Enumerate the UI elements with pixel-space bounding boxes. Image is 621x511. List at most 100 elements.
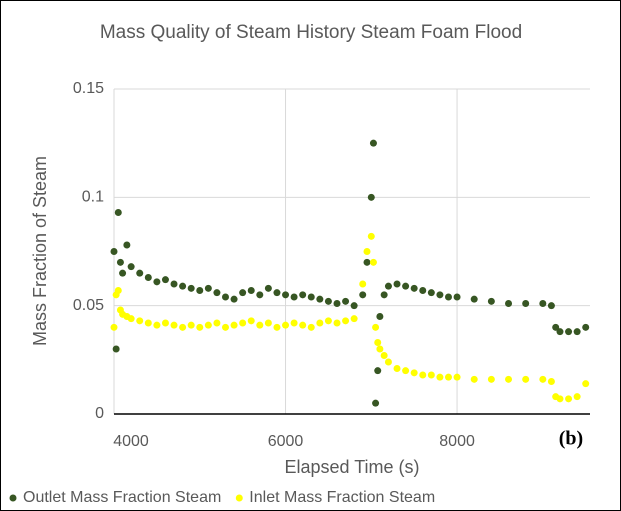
- point: [380, 352, 388, 359]
- point: [333, 300, 341, 307]
- point: [427, 371, 435, 379]
- point: [547, 378, 555, 385]
- point: [196, 287, 204, 294]
- point: [119, 269, 127, 277]
- point: [112, 345, 120, 353]
- point: [363, 258, 371, 266]
- point: [556, 395, 564, 403]
- legend-marker: [235, 494, 243, 502]
- point: [179, 323, 187, 331]
- legend-marker: [9, 494, 17, 502]
- point: [470, 295, 478, 303]
- point: [359, 291, 367, 299]
- point: [565, 328, 573, 336]
- point: [161, 276, 169, 284]
- point: [367, 232, 375, 240]
- series: [110, 139, 590, 407]
- point: [110, 248, 118, 255]
- point: [221, 323, 229, 331]
- point: [256, 321, 264, 329]
- point: [114, 209, 122, 216]
- point: [282, 321, 290, 329]
- point: [247, 287, 255, 294]
- point: [552, 323, 560, 331]
- point: [376, 345, 384, 353]
- point: [539, 375, 547, 383]
- point: [453, 293, 461, 301]
- point: [221, 293, 229, 301]
- point: [453, 373, 461, 381]
- point: [384, 358, 392, 366]
- point: [114, 287, 122, 294]
- y-tick-label: 0.1: [82, 189, 104, 206]
- x-axis-title: Elapsed Time (s): [284, 457, 419, 477]
- point: [324, 297, 332, 305]
- point: [380, 291, 388, 299]
- point: [556, 328, 564, 336]
- point: [369, 258, 377, 266]
- point: [374, 367, 382, 375]
- point: [427, 289, 435, 297]
- point: [324, 317, 332, 325]
- point: [136, 317, 144, 325]
- point: [316, 319, 324, 327]
- point: [239, 319, 247, 327]
- point: [582, 380, 590, 388]
- point: [410, 284, 418, 292]
- point: [444, 293, 452, 301]
- point: [436, 373, 444, 381]
- point: [384, 282, 392, 290]
- y-tick-label: 0.15: [73, 80, 104, 97]
- point: [170, 280, 178, 288]
- point: [573, 328, 581, 336]
- point: [299, 291, 307, 299]
- point: [264, 319, 272, 327]
- point: [350, 315, 358, 323]
- point: [369, 139, 377, 147]
- point: [539, 300, 547, 307]
- point: [444, 373, 452, 381]
- point: [256, 291, 264, 299]
- point: [487, 375, 495, 383]
- point: [204, 321, 212, 329]
- x-tick-label: 4000: [113, 433, 149, 450]
- point: [230, 295, 238, 303]
- x-tick-label: 6000: [268, 433, 304, 450]
- point: [393, 365, 401, 372]
- point: [522, 375, 530, 383]
- point: [573, 393, 581, 401]
- point: [264, 284, 272, 292]
- point: [144, 274, 152, 281]
- point: [299, 321, 307, 329]
- point: [136, 269, 144, 277]
- point: [505, 375, 513, 383]
- point: [290, 293, 298, 301]
- point: [419, 371, 427, 379]
- point: [342, 297, 350, 305]
- point: [342, 317, 350, 325]
- point: [123, 241, 131, 249]
- point: [247, 317, 255, 325]
- y-tick-label: 0.05: [73, 297, 104, 314]
- point: [213, 289, 221, 297]
- point: [333, 319, 341, 327]
- panel-label: (b): [559, 428, 583, 450]
- point: [230, 321, 238, 329]
- point: [419, 287, 427, 294]
- point: [161, 319, 169, 327]
- point: [282, 291, 290, 299]
- point: [127, 263, 135, 271]
- y-axis-title: Mass Fraction of Steam: [30, 156, 50, 346]
- point: [372, 323, 380, 331]
- point: [436, 291, 444, 299]
- point: [505, 300, 513, 307]
- point: [144, 319, 152, 327]
- point: [316, 295, 324, 303]
- chart-title: Mass Quality of Steam History Steam Foam…: [99, 22, 523, 43]
- point: [196, 323, 204, 331]
- point: [179, 282, 187, 290]
- series: [110, 232, 590, 403]
- point: [187, 284, 195, 292]
- point: [470, 375, 478, 383]
